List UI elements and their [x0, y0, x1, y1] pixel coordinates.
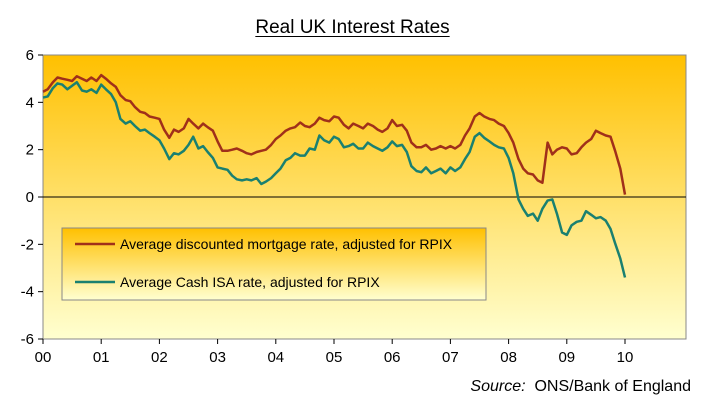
x-tick-label: 03	[209, 349, 226, 366]
source-note: Source: ONS/Bank of England	[470, 378, 691, 396]
x-tick-label: 09	[558, 349, 575, 366]
y-tick-label: -2	[21, 236, 34, 253]
series-line-2	[42, 80, 627, 278]
x-tick-label: 05	[326, 349, 343, 366]
x-tick-label: 04	[267, 349, 284, 366]
y-tick-label: 0	[26, 189, 34, 206]
x-tick-label: 10	[617, 349, 634, 366]
x-tick-label: 01	[93, 349, 110, 366]
y-tick-label: 4	[26, 94, 34, 111]
y-tick-label: -4	[21, 284, 34, 301]
legend-box	[61, 227, 487, 301]
series-lines	[42, 73, 627, 278]
source-text: ONS/Bank of England	[534, 378, 691, 395]
y-tick-label: -6	[21, 331, 34, 348]
x-tick-label: 00	[35, 349, 52, 366]
y-tick-label: 2	[26, 142, 34, 159]
series-line-1	[42, 73, 627, 195]
legend-label: Average Cash ISA rate, adjusted for RPIX	[120, 274, 380, 290]
x-tick-label: 06	[384, 349, 401, 366]
legend: Average discounted mortgage rate, adjust…	[61, 227, 487, 301]
x-tick-label: 07	[442, 349, 459, 366]
source-label: Source:	[470, 378, 526, 395]
x-tick-label: 08	[500, 349, 517, 366]
y-tick-label: 6	[26, 47, 34, 64]
chart-title: Real UK Interest Rates	[255, 17, 450, 38]
legend-label: Average discounted mortgage rate, adjust…	[120, 236, 453, 252]
x-tick-label: 02	[151, 349, 168, 366]
